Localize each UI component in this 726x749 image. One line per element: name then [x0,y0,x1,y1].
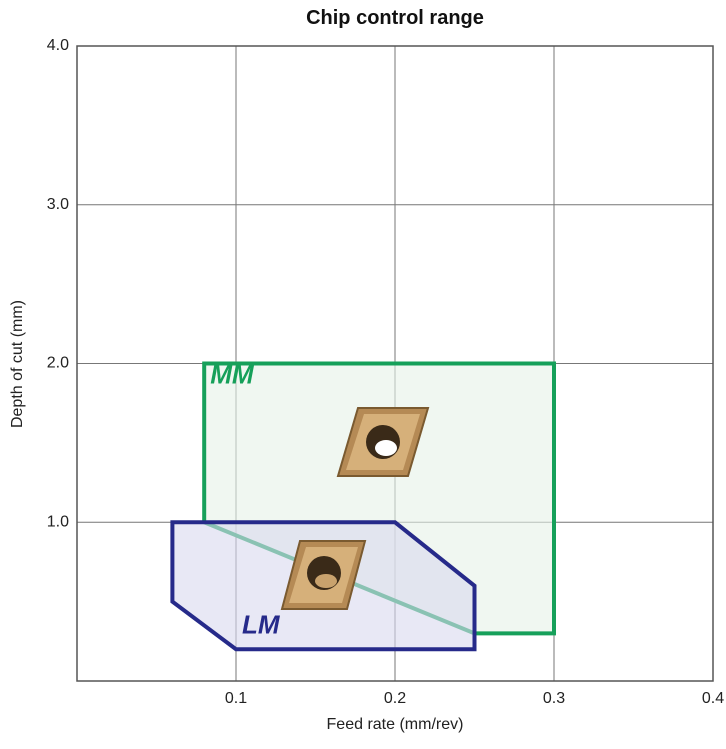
y-tick-label: 3.0 [47,196,69,213]
x-axis-label: Feed rate (mm/rev) [327,716,464,733]
x-tick-label: 0.4 [702,690,724,707]
y-tick-label: 1.0 [47,513,69,530]
chart-title: Chip control range [306,7,484,29]
region [202,361,556,636]
y-tick-label: 2.0 [47,355,69,372]
series-labels: MM LM [210,360,281,640]
x-tick-label: 0.1 [225,690,247,707]
x-tick-label: 0.3 [543,690,565,707]
y-axis-label: Depth of cut (mm) [9,300,26,428]
x-tick-label: 0.2 [384,690,406,707]
y-tick-label: 4.0 [47,37,69,54]
plot-frame [76,45,714,682]
series-label: LM [242,609,281,639]
series-label: MM [210,360,255,390]
insert-icon [280,540,367,610]
regions [170,361,556,652]
insert-icon [336,407,430,477]
